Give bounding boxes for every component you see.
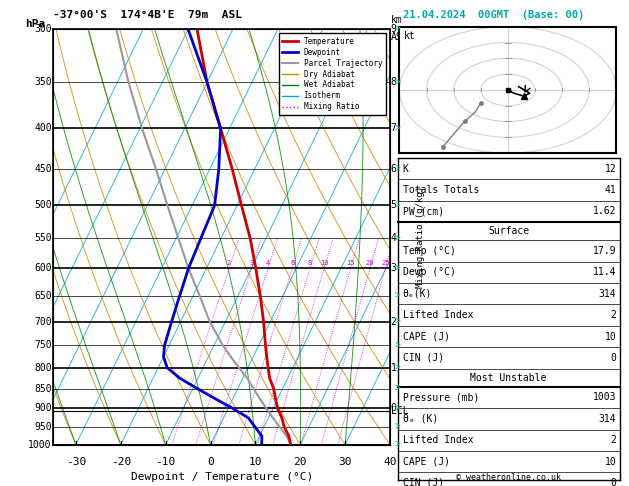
Text: 400: 400 — [34, 123, 52, 134]
Text: 550: 550 — [34, 233, 52, 243]
Legend: Temperature, Dewpoint, Parcel Trajectory, Dry Adiabat, Wet Adiabat, Isotherm, Mi: Temperature, Dewpoint, Parcel Trajectory… — [279, 33, 386, 115]
Text: 3: 3 — [391, 263, 396, 274]
Text: -37°00'S  174°4B'E  79m  ASL: -37°00'S 174°4B'E 79m ASL — [53, 10, 242, 20]
Text: Totals Totals: Totals Totals — [403, 185, 479, 195]
Text: CAPE (J): CAPE (J) — [403, 331, 450, 342]
Text: >: > — [394, 200, 400, 210]
Text: 6: 6 — [391, 164, 396, 174]
Text: LCL: LCL — [391, 406, 408, 416]
Text: © weatheronline.co.uk: © weatheronline.co.uk — [456, 473, 561, 482]
Text: 6: 6 — [290, 260, 294, 266]
Text: 2: 2 — [611, 310, 616, 320]
Text: CIN (J): CIN (J) — [403, 478, 443, 486]
Text: PW (cm): PW (cm) — [403, 207, 443, 216]
Text: 450: 450 — [34, 164, 52, 174]
Text: K: K — [403, 164, 408, 174]
Text: >: > — [394, 233, 400, 243]
Text: 314: 314 — [599, 414, 616, 424]
Text: 2: 2 — [227, 260, 231, 266]
Text: Most Unstable: Most Unstable — [470, 373, 547, 382]
Text: CIN (J): CIN (J) — [403, 353, 443, 363]
Text: >: > — [394, 340, 400, 350]
Text: 10: 10 — [320, 260, 328, 266]
Text: 500: 500 — [34, 200, 52, 210]
Text: 21.04.2024  00GMT  (Base: 00): 21.04.2024 00GMT (Base: 00) — [403, 10, 584, 20]
Text: 700: 700 — [34, 316, 52, 327]
Text: 1000: 1000 — [28, 440, 52, 450]
Text: 30: 30 — [338, 457, 352, 467]
Text: 15: 15 — [347, 260, 355, 266]
Text: -30: -30 — [66, 457, 86, 467]
Text: 7: 7 — [391, 123, 396, 134]
Text: >: > — [394, 440, 400, 450]
Text: 41: 41 — [604, 185, 616, 195]
Text: θₑ (K): θₑ (K) — [403, 414, 438, 424]
Text: hPa: hPa — [25, 19, 45, 29]
Text: ASL: ASL — [391, 32, 408, 42]
Text: 1.62: 1.62 — [593, 207, 616, 216]
Text: 350: 350 — [34, 77, 52, 87]
Text: 750: 750 — [34, 340, 52, 350]
Text: 4: 4 — [391, 233, 396, 243]
Text: >: > — [394, 291, 400, 301]
Text: 1003: 1003 — [593, 393, 616, 402]
Text: >: > — [394, 383, 400, 394]
Text: Dewp (°C): Dewp (°C) — [403, 267, 455, 278]
Text: Surface: Surface — [488, 226, 529, 236]
Text: km: km — [391, 15, 403, 25]
Text: Dewpoint / Temperature (°C): Dewpoint / Temperature (°C) — [131, 472, 313, 482]
Text: >: > — [394, 403, 400, 413]
Text: >: > — [394, 24, 400, 34]
Text: Lifted Index: Lifted Index — [403, 435, 473, 445]
Text: 4: 4 — [266, 260, 270, 266]
Text: 9: 9 — [391, 24, 396, 34]
Text: 8: 8 — [391, 77, 396, 87]
Text: 600: 600 — [34, 263, 52, 274]
Text: -20: -20 — [111, 457, 131, 467]
Text: 20: 20 — [365, 260, 374, 266]
Text: 900: 900 — [34, 403, 52, 413]
Text: Lifted Index: Lifted Index — [403, 310, 473, 320]
Text: 0: 0 — [611, 353, 616, 363]
Text: 3: 3 — [250, 260, 253, 266]
Text: 10: 10 — [248, 457, 262, 467]
Text: 2: 2 — [611, 435, 616, 445]
Text: 25: 25 — [381, 260, 389, 266]
Text: Pressure (mb): Pressure (mb) — [403, 393, 479, 402]
Text: >: > — [394, 263, 400, 274]
Text: 800: 800 — [34, 363, 52, 373]
Text: >: > — [394, 422, 400, 432]
Text: 300: 300 — [34, 24, 52, 34]
Text: CAPE (J): CAPE (J) — [403, 457, 450, 467]
Text: 10: 10 — [604, 331, 616, 342]
Text: 5: 5 — [391, 200, 396, 210]
Text: Temp (°C): Temp (°C) — [403, 246, 455, 256]
Text: >: > — [394, 164, 400, 174]
Text: -10: -10 — [155, 457, 175, 467]
Text: θₑ(K): θₑ(K) — [403, 289, 432, 299]
Text: >: > — [394, 316, 400, 327]
Text: Mixing Ratio (g/kg): Mixing Ratio (g/kg) — [416, 186, 425, 288]
Text: 650: 650 — [34, 291, 52, 301]
Text: 20: 20 — [294, 457, 307, 467]
Text: 314: 314 — [599, 289, 616, 299]
Text: 8: 8 — [308, 260, 312, 266]
Text: 1: 1 — [391, 363, 396, 373]
Text: 950: 950 — [34, 422, 52, 432]
Text: 12: 12 — [604, 164, 616, 174]
Text: 11.4: 11.4 — [593, 267, 616, 278]
Text: 0: 0 — [207, 457, 214, 467]
Text: >: > — [394, 77, 400, 87]
Text: kt: kt — [404, 31, 416, 40]
Text: 0: 0 — [391, 403, 396, 413]
Text: 40: 40 — [383, 457, 397, 467]
Text: 850: 850 — [34, 383, 52, 394]
Text: 0: 0 — [611, 478, 616, 486]
Text: >: > — [394, 363, 400, 373]
Text: 2: 2 — [391, 316, 396, 327]
Text: 10: 10 — [604, 457, 616, 467]
Text: >: > — [394, 123, 400, 134]
Text: 17.9: 17.9 — [593, 246, 616, 256]
